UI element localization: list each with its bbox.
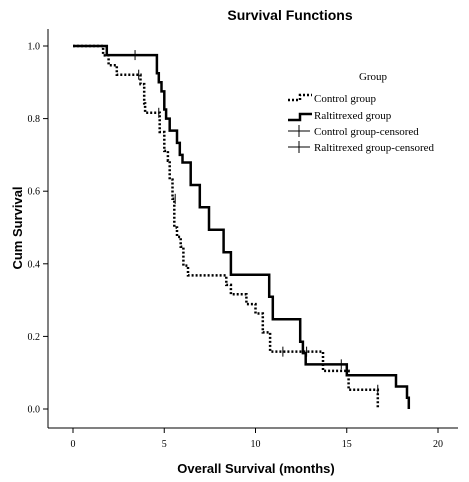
series-layer — [73, 44, 411, 409]
x-tick-label: 5 — [162, 439, 167, 450]
legend-swatch-control — [288, 93, 312, 102]
legend-item-control-censored: Control group-censored — [288, 125, 419, 138]
legend-swatch-raltitrexed — [288, 112, 312, 122]
y-tick-label: 0.2 — [28, 332, 41, 343]
x-tick-label: 15 — [342, 439, 352, 450]
x-axis-ticks: 0 5 10 15 20 — [71, 428, 443, 450]
legend-label-control-censored: Control group-censored — [314, 126, 419, 138]
y-axis-ticks: 0.0 0.2 0.4 0.6 0.8 1.0 — [28, 42, 48, 416]
legend: Group Control group Raltitrexed group Co… — [288, 71, 435, 154]
legend-label-control: Control group — [314, 93, 377, 105]
legend-item-raltitrexed-censored: Raltitrexed group-censored — [288, 141, 435, 154]
series-line-raltitrexed — [73, 44, 411, 409]
y-axis-title: Cum Survival — [10, 186, 25, 269]
y-tick-label: 0.0 — [28, 405, 41, 416]
legend-title: Group — [359, 71, 388, 83]
x-tick-label: 0 — [71, 439, 76, 450]
x-tick-label: 10 — [251, 439, 261, 450]
y-tick-label: 0.8 — [28, 114, 41, 125]
legend-label-raltitrexed-censored: Raltitrexed group-censored — [314, 142, 435, 154]
legend-label-raltitrexed: Raltitrexed group — [314, 110, 392, 122]
y-tick-label: 1.0 — [28, 42, 41, 53]
legend-item-control: Control group — [288, 93, 377, 105]
y-tick-label: 0.6 — [28, 187, 41, 198]
x-axis-title: Overall Survival (months) — [177, 461, 335, 476]
y-tick-label: 0.4 — [28, 259, 41, 270]
x-tick-label: 20 — [433, 439, 443, 450]
legend-item-raltitrexed: Raltitrexed group — [288, 110, 392, 122]
chart-title: Survival Functions — [227, 7, 352, 23]
